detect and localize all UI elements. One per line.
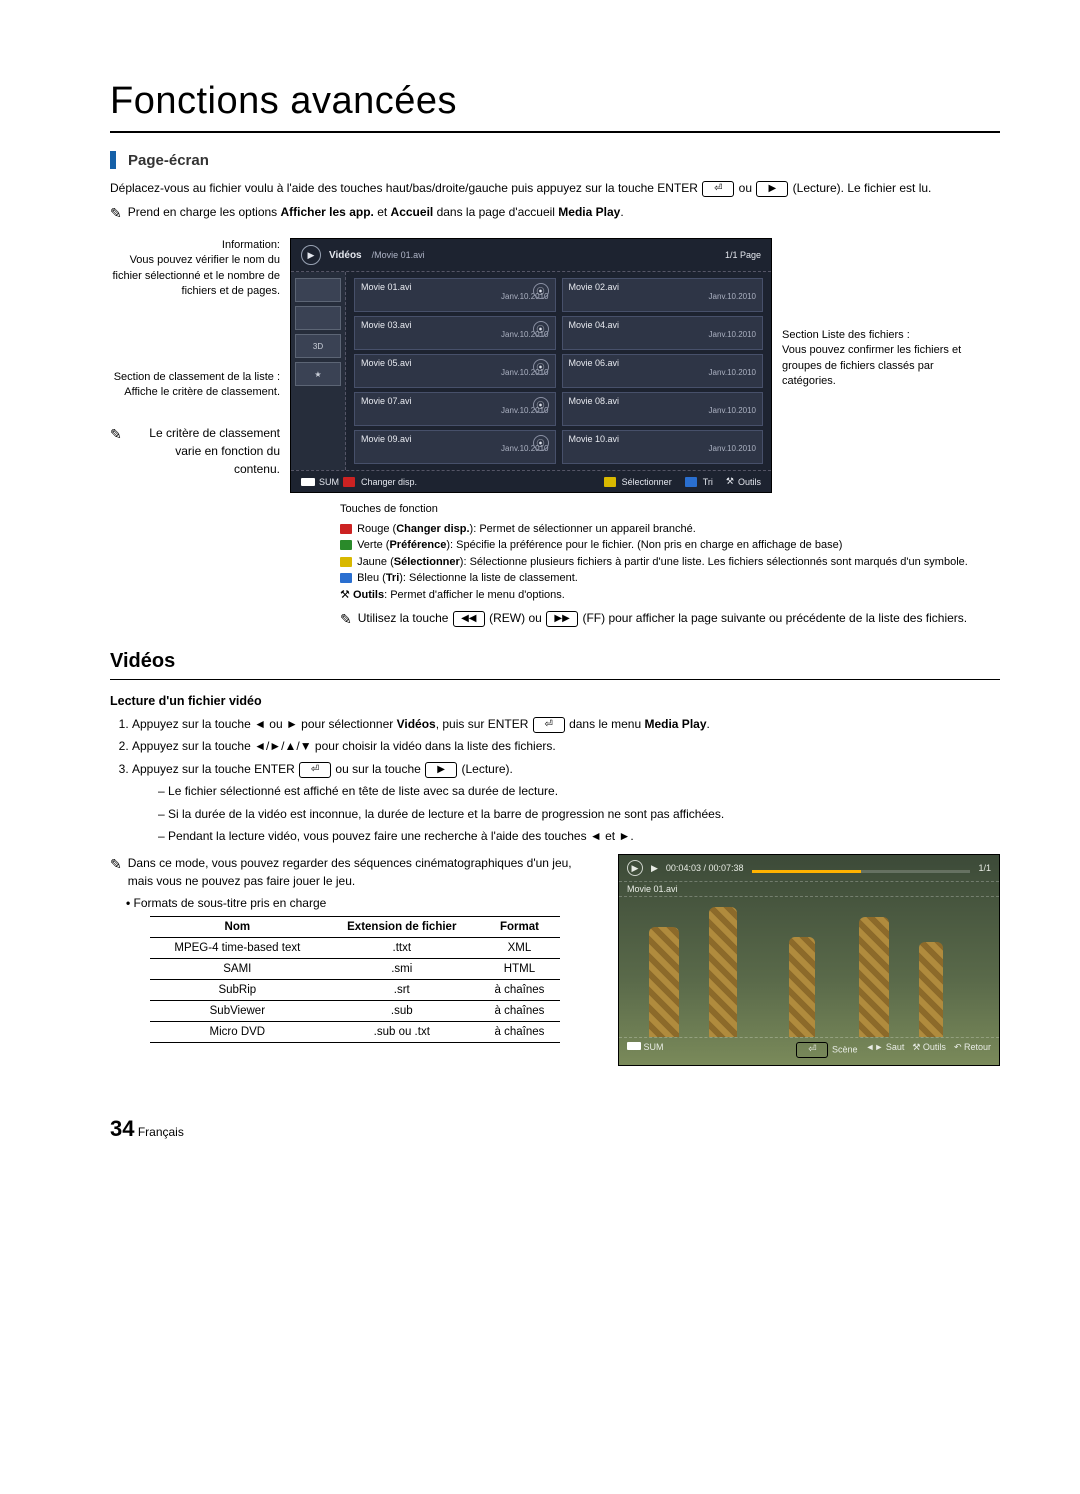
note-icon: ✎: [110, 203, 122, 224]
note-icon: ✎: [340, 609, 352, 630]
ann-sort-note: Le critère de classement varie en foncti…: [128, 424, 280, 478]
tv-screenshot: ▶ Vidéos /Movie 01.avi 1/1 Page 3D ★ Mov…: [290, 238, 772, 493]
file-cell: Movie 08.aviJanv.10.2010: [562, 392, 764, 426]
dash-item: Si la durée de la vidéo est inconnue, la…: [158, 804, 1000, 824]
side-thumb: [295, 278, 341, 302]
file-cell: Movie 02.aviJanv.10.2010: [562, 278, 764, 312]
video-icon: ▶: [301, 245, 321, 265]
enter-icon: ⏎: [702, 181, 734, 197]
tv-sum: SUM: [319, 477, 339, 487]
th-fmt: Format: [479, 917, 560, 938]
red-button-icon: [343, 477, 355, 487]
file-cell: Movie 09.aviJanv.10.2010⦿: [354, 430, 556, 464]
thin-rule: [110, 679, 1000, 680]
play-icon: ▶: [425, 762, 457, 778]
blue-button-icon: [340, 573, 352, 583]
step-1: Appuyez sur la touche ◄ ou ► pour sélect…: [132, 714, 1000, 734]
player-screenshot: ▶ ▶ 00:04:03 / 00:07:38 1/1 Movie 01.avi…: [618, 854, 1000, 1066]
file-cell: Movie 06.aviJanv.10.2010: [562, 354, 764, 388]
table-cell: MPEG-4 time-based text: [150, 938, 325, 959]
file-cell: Movie 10.aviJanv.10.2010: [562, 430, 764, 464]
player-play-icon: ▶: [651, 863, 658, 874]
player-page: 1/1: [978, 863, 991, 873]
player-time: 00:04:03 / 00:07:38: [666, 863, 744, 873]
bullet-formats: Formats de sous-titre pris en charge: [126, 896, 598, 910]
table-cell: .sub: [325, 1001, 479, 1022]
file-cell: Movie 07.aviJanv.10.2010⦿: [354, 392, 556, 426]
tv-page: 1/1 Page: [725, 250, 761, 260]
step-2: Appuyez sur la touche ◄/►/▲/▼ pour chois…: [132, 736, 1000, 756]
side-thumb: [295, 306, 341, 330]
table-cell: à chaînes: [479, 980, 560, 1001]
table-cell: SubRip: [150, 980, 325, 1001]
note-text: Prend en charge les options Afficher les…: [128, 203, 624, 224]
ann-info-body: Vous pouvez vérifier le nom du fichier s…: [112, 254, 280, 297]
rew-icon: ◀◀: [453, 611, 485, 627]
accent-bar: [110, 151, 116, 169]
table-cell: .ttxt: [325, 938, 479, 959]
table-cell: Micro DVD: [150, 1022, 325, 1043]
ann-right-title: Section Liste des fichiers :: [782, 329, 910, 341]
tv-category: Vidéos: [329, 250, 362, 261]
table-cell: HTML: [479, 959, 560, 980]
dash-item: Pendant la lecture vidéo, vous pouvez fa…: [158, 826, 1000, 846]
rew-note: Utilisez la touche ◀◀ (REW) ou ▶▶ (FF) p…: [358, 609, 967, 630]
tv-path: /Movie 01.avi: [372, 250, 425, 260]
blue-button-icon: [685, 477, 697, 487]
videos-heading: Vidéos: [110, 650, 1000, 673]
tools-icon: ⚒: [726, 476, 734, 487]
tools-icon: ⚒: [340, 589, 350, 601]
mode-note: Dans ce mode, vous pouvez regarder des s…: [128, 854, 598, 890]
intro-paragraph: Déplacez-vous au fichier voulu à l'aide …: [110, 179, 1000, 197]
page-title: Fonctions avancées: [110, 80, 1000, 123]
ann-sort-body: Affiche le critère de classement.: [124, 386, 280, 398]
video-icon: ▶: [627, 860, 643, 876]
table-cell: SubViewer: [150, 1001, 325, 1022]
section-heading: Page-écran: [128, 152, 209, 169]
table-cell: .sub ou .txt: [325, 1022, 479, 1043]
table-cell: à chaînes: [479, 1001, 560, 1022]
file-cell: Movie 03.aviJanv.10.2010⦿: [354, 316, 556, 350]
enter-icon: ⏎: [299, 762, 331, 778]
side-thumb: 3D: [295, 334, 341, 358]
enter-icon: ⏎: [796, 1042, 828, 1058]
dash-item: Le fichier sélectionné est affiché en tê…: [158, 781, 1000, 801]
th-ext: Extension de fichier: [325, 917, 479, 938]
table-cell: XML: [479, 938, 560, 959]
file-cell: Movie 04.aviJanv.10.2010: [562, 316, 764, 350]
red-button-icon: [340, 524, 352, 534]
note-icon: ✎: [110, 854, 122, 890]
subtitle-table: Nom Extension de fichier Format MPEG-4 t…: [150, 916, 560, 1043]
enter-icon: ⏎: [533, 717, 565, 733]
rule: [110, 131, 1000, 133]
file-cell: Movie 01.aviJanv.10.2010⦿: [354, 278, 556, 312]
th-name: Nom: [150, 917, 325, 938]
page-number: 34 Français: [110, 1116, 1000, 1142]
side-thumb: ★: [295, 362, 341, 386]
fn-header: Touches de fonction: [340, 501, 1000, 518]
table-cell: .smi: [325, 959, 479, 980]
ann-info-title: Information:: [222, 239, 280, 251]
green-button-icon: [340, 540, 352, 550]
play-icon: ▶: [756, 181, 788, 197]
yellow-button-icon: [604, 477, 616, 487]
yellow-button-icon: [340, 557, 352, 567]
ann-sort-title: Section de classement de la liste :: [114, 371, 280, 383]
ann-right-body: Vous pouvez confirmer les fichiers et gr…: [782, 344, 961, 387]
table-cell: SAMI: [150, 959, 325, 980]
file-cell: Movie 05.aviJanv.10.2010⦿: [354, 354, 556, 388]
player-title: Movie 01.avi: [619, 882, 999, 897]
table-cell: .srt: [325, 980, 479, 1001]
table-cell: à chaînes: [479, 1022, 560, 1043]
videos-subheading: Lecture d'un fichier vidéo: [110, 694, 1000, 708]
progress-bar: [752, 870, 971, 873]
ff-icon: ▶▶: [546, 611, 578, 627]
step-3: Appuyez sur la touche ENTER ⏎ ou sur la …: [132, 759, 1000, 847]
note-icon: ✎: [110, 424, 122, 478]
